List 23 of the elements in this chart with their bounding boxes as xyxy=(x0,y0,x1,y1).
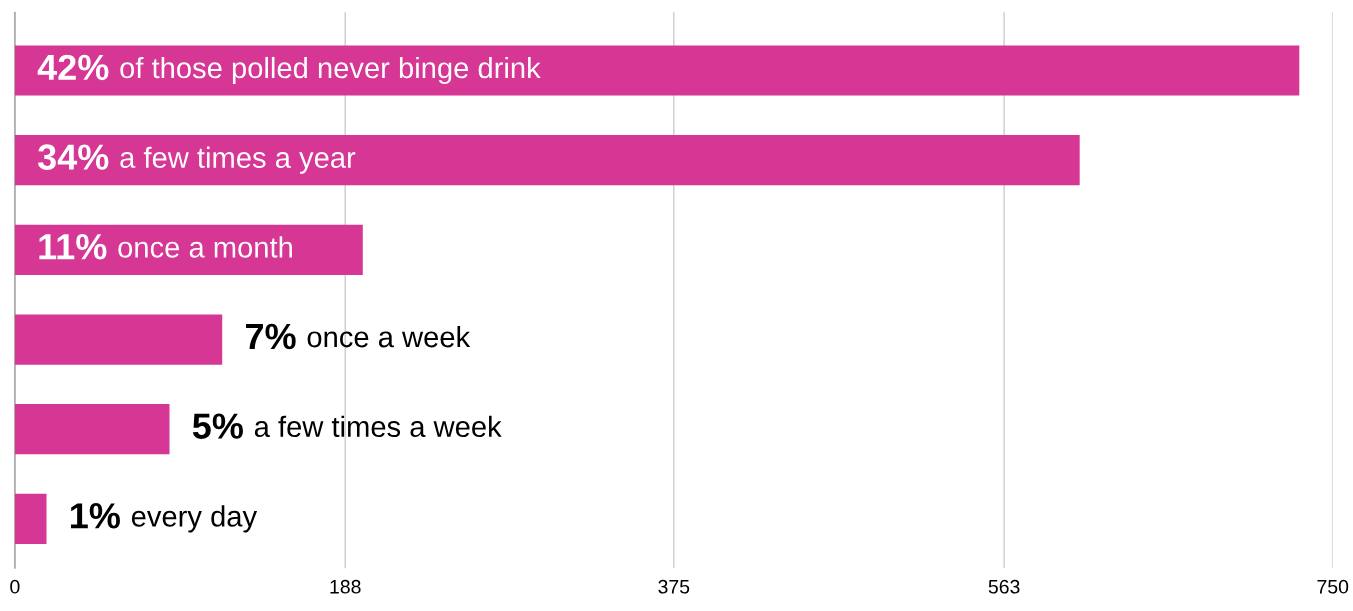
bar xyxy=(14,404,170,455)
y-tick-label: a few times a year xyxy=(120,146,356,174)
x-tick-label: 0 xyxy=(10,579,20,594)
bar xyxy=(14,45,1300,96)
annotation: 1% xyxy=(71,503,120,529)
annotation: 7% xyxy=(245,323,296,350)
annotation: 34% xyxy=(37,144,109,170)
x-tick-label: 750 xyxy=(1317,579,1349,594)
annotation: 5% xyxy=(192,413,243,439)
y-tick-label: once a month xyxy=(118,236,292,258)
y-tick-label: of those polled never binge drink xyxy=(120,56,541,85)
x-tick-label: 188 xyxy=(330,579,361,594)
y-tick-label: every day xyxy=(131,505,258,533)
annotation: 42% xyxy=(37,54,109,81)
bar xyxy=(14,135,1080,186)
bar xyxy=(14,493,47,545)
annotation: 11% xyxy=(39,234,107,260)
y-tick-label: once a week xyxy=(307,325,471,348)
bar xyxy=(14,314,223,365)
bar xyxy=(14,224,363,275)
y-tick-label: a few times a week xyxy=(254,415,502,438)
x-tick-label: 375 xyxy=(658,579,690,594)
x-tick-label: 563 xyxy=(988,579,1020,594)
